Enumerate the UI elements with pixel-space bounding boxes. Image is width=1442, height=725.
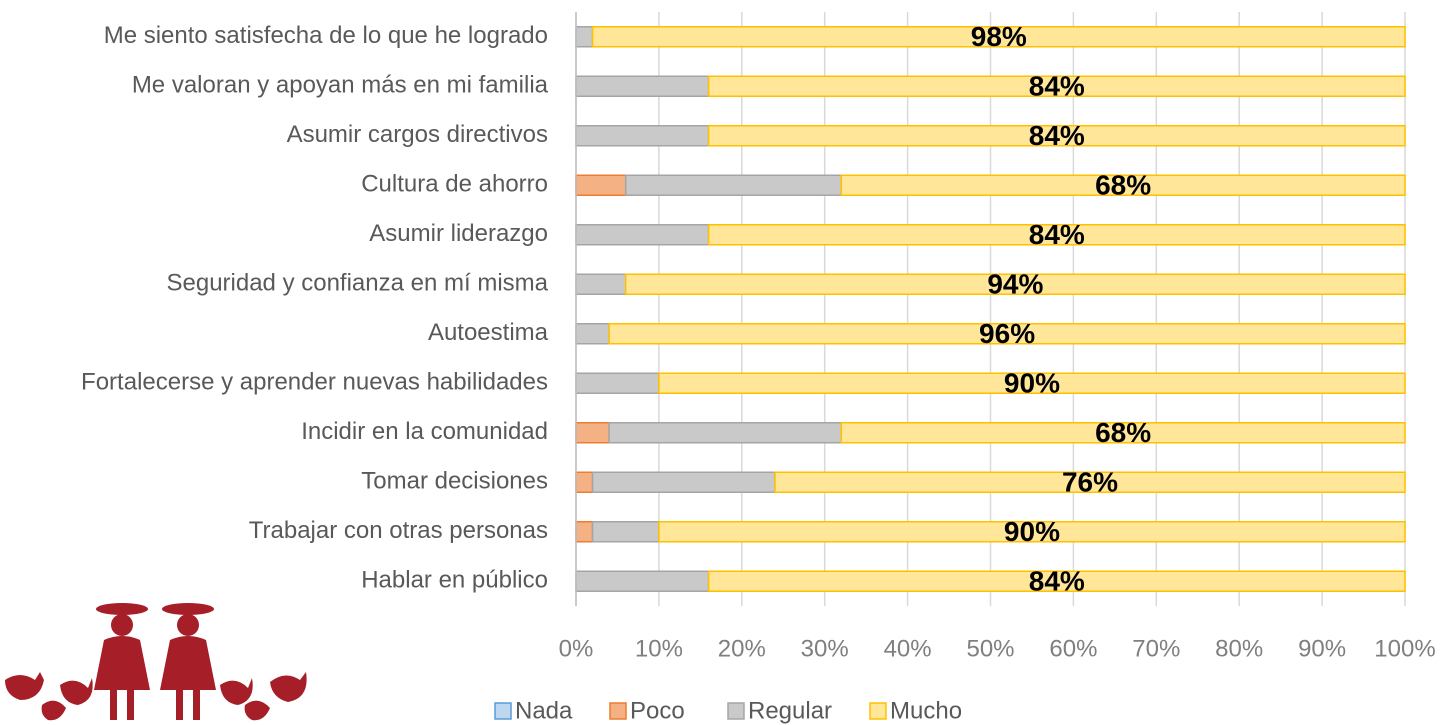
legend-swatch [727,702,745,720]
y-tick-label: Me valoran y apoyan más en mi familia [132,72,549,99]
value-label: 96% [979,318,1035,349]
x-tick-label: 90% [1298,635,1346,662]
bar-segment [591,471,776,493]
bar-segment [575,75,710,97]
y-tick-label: Hablar en público [361,567,548,594]
x-tick-label: 80% [1215,635,1263,662]
value-label: 90% [1004,516,1060,547]
legend-label: Nada [515,697,573,724]
y-tick-label: Autoestima [428,319,549,346]
bar-segment [840,422,1406,444]
bar-segment [575,521,594,543]
x-tick-label: 70% [1132,635,1180,662]
bar-segment [575,570,710,592]
value-label: 84% [1029,219,1085,250]
value-label: 94% [987,269,1043,300]
bar-segment [624,174,843,196]
logo [5,603,307,721]
bar-segment [658,521,1406,543]
y-tick-label: Asumir cargos directivos [287,121,548,148]
bar-segment [707,75,1406,97]
y-tick-label: Trabajar con otras personas [249,517,548,544]
legend-swatch [494,702,512,720]
bar-segment [575,323,610,345]
legend-swatch [609,702,627,720]
y-tick-label: Asumir liderazgo [369,220,548,247]
bar-segment [575,26,594,48]
x-tick-label: 40% [884,635,932,662]
bar-segment [658,372,1406,394]
bar-segment [575,125,710,147]
y-tick-label: Me siento satisfecha de lo que he lograd… [104,22,548,49]
bar-segment [774,471,1406,493]
bar-segment [608,323,1406,345]
value-label: 84% [1029,71,1085,102]
value-label: 76% [1062,467,1118,498]
x-tick-label: 20% [718,635,766,662]
legend-label: Regular [748,697,832,724]
y-tick-label: Incidir en la comunidad [301,418,548,445]
value-label: 84% [1029,120,1085,151]
bar-segment [608,422,843,444]
x-tick-label: 10% [635,635,683,662]
legend-swatch [869,702,887,720]
y-tick-label: Tomar decisiones [361,468,548,495]
value-label: 90% [1004,368,1060,399]
bar-segment [840,174,1406,196]
bar-segment [575,422,610,444]
value-label: 68% [1095,417,1151,448]
x-tick-label: 0% [559,635,594,662]
bar-segment [575,224,710,246]
bar-segment [591,521,660,543]
value-label: 68% [1095,170,1151,201]
bar-segment [707,224,1406,246]
legend-label: Poco [630,697,685,724]
y-tick-label: Seguridad y confianza en mí misma [166,270,548,297]
bar-segment [591,26,1406,48]
y-tick-label: Cultura de ahorro [361,171,548,198]
bar-segment [624,273,1406,295]
bar-segment [575,372,660,394]
x-tick-label: 100% [1374,635,1435,662]
y-tick-label: Fortalecerse y aprender nuevas habilidad… [81,369,548,396]
bar-segment [575,471,594,493]
legend-label: Mucho [890,697,962,724]
x-tick-label: 50% [966,635,1014,662]
x-tick-label: 30% [801,635,849,662]
bar-segment [707,570,1406,592]
x-tick-label: 60% [1049,635,1097,662]
bar-segment [575,273,627,295]
bar-segment [575,174,627,196]
value-label: 98% [971,21,1027,52]
value-label: 84% [1029,566,1085,597]
bar-segment [707,125,1406,147]
